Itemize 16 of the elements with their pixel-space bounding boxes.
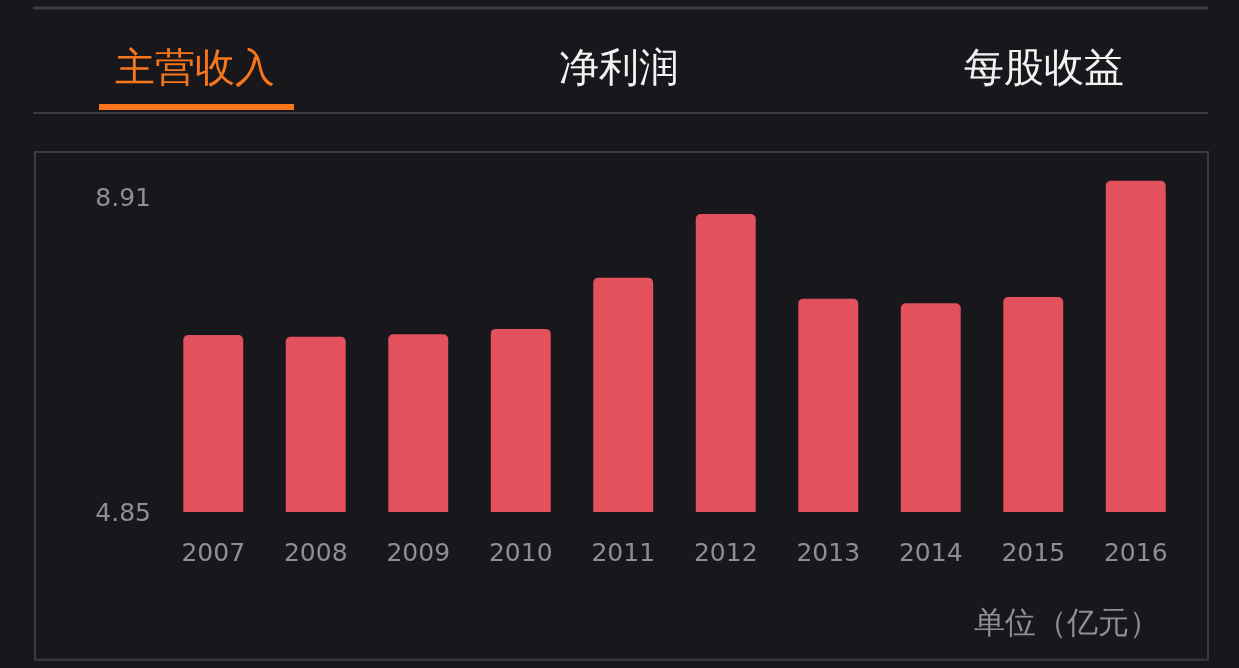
y-tick-label: 4.85 <box>95 497 151 527</box>
x-tick-label: 2016 <box>1103 538 1168 567</box>
x-tick-label: 2013 <box>796 538 861 567</box>
y-tick-label: 8.91 <box>95 182 151 212</box>
text: 净利润 <box>559 44 679 90</box>
x-tick-label: 2014 <box>898 538 963 567</box>
x-tick-label: 2010 <box>488 538 553 567</box>
x-tick-label: 2011 <box>591 538 656 567</box>
x-tick-label: 2012 <box>693 538 758 567</box>
text: 每股收益 <box>964 44 1124 90</box>
x-tick-label: 2007 <box>181 538 246 567</box>
x-tick-label: 2015 <box>1001 538 1066 567</box>
text: 单位（亿元） <box>974 604 1160 640</box>
x-tick-label: 2009 <box>386 538 451 567</box>
x-tick-label: 2008 <box>283 538 348 567</box>
chart-title: 主营收入 <box>115 44 275 90</box>
